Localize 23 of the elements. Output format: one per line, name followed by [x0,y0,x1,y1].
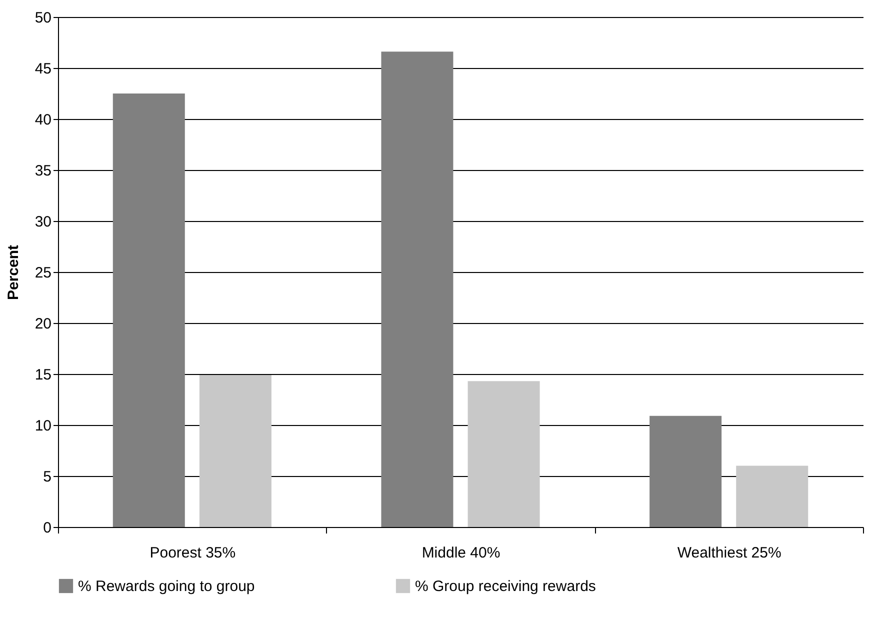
bar [468,381,540,527]
y-tick-label: 35 [34,162,52,180]
bar [650,416,722,527]
bar [112,94,185,527]
bar [199,375,272,527]
y-tick-label: 5 [43,468,52,486]
x-tick-label: Poorest 35% [150,544,236,562]
bar [736,466,808,527]
bar [381,52,454,527]
y-axis-title: Percent [4,244,22,300]
y-tick-label: 50 [34,10,52,26]
legend-label: % Rewards going to group [78,578,255,595]
x-tick-label: Wealthiest 25% [677,544,782,562]
legend-label: % Group receiving rewards [415,578,596,595]
y-tick-label: 25 [34,264,52,282]
x-tick-label: Middle 40% [422,544,500,562]
y-tick-label: 0 [43,520,52,536]
y-tick-label: 20 [34,316,52,332]
y-tick-label: 40 [34,112,52,128]
y-tick-label: 45 [34,60,52,78]
y-tick-label: 10 [34,418,52,434]
y-tick-label: 30 [34,214,52,230]
y-tick-label: 15 [34,366,52,384]
